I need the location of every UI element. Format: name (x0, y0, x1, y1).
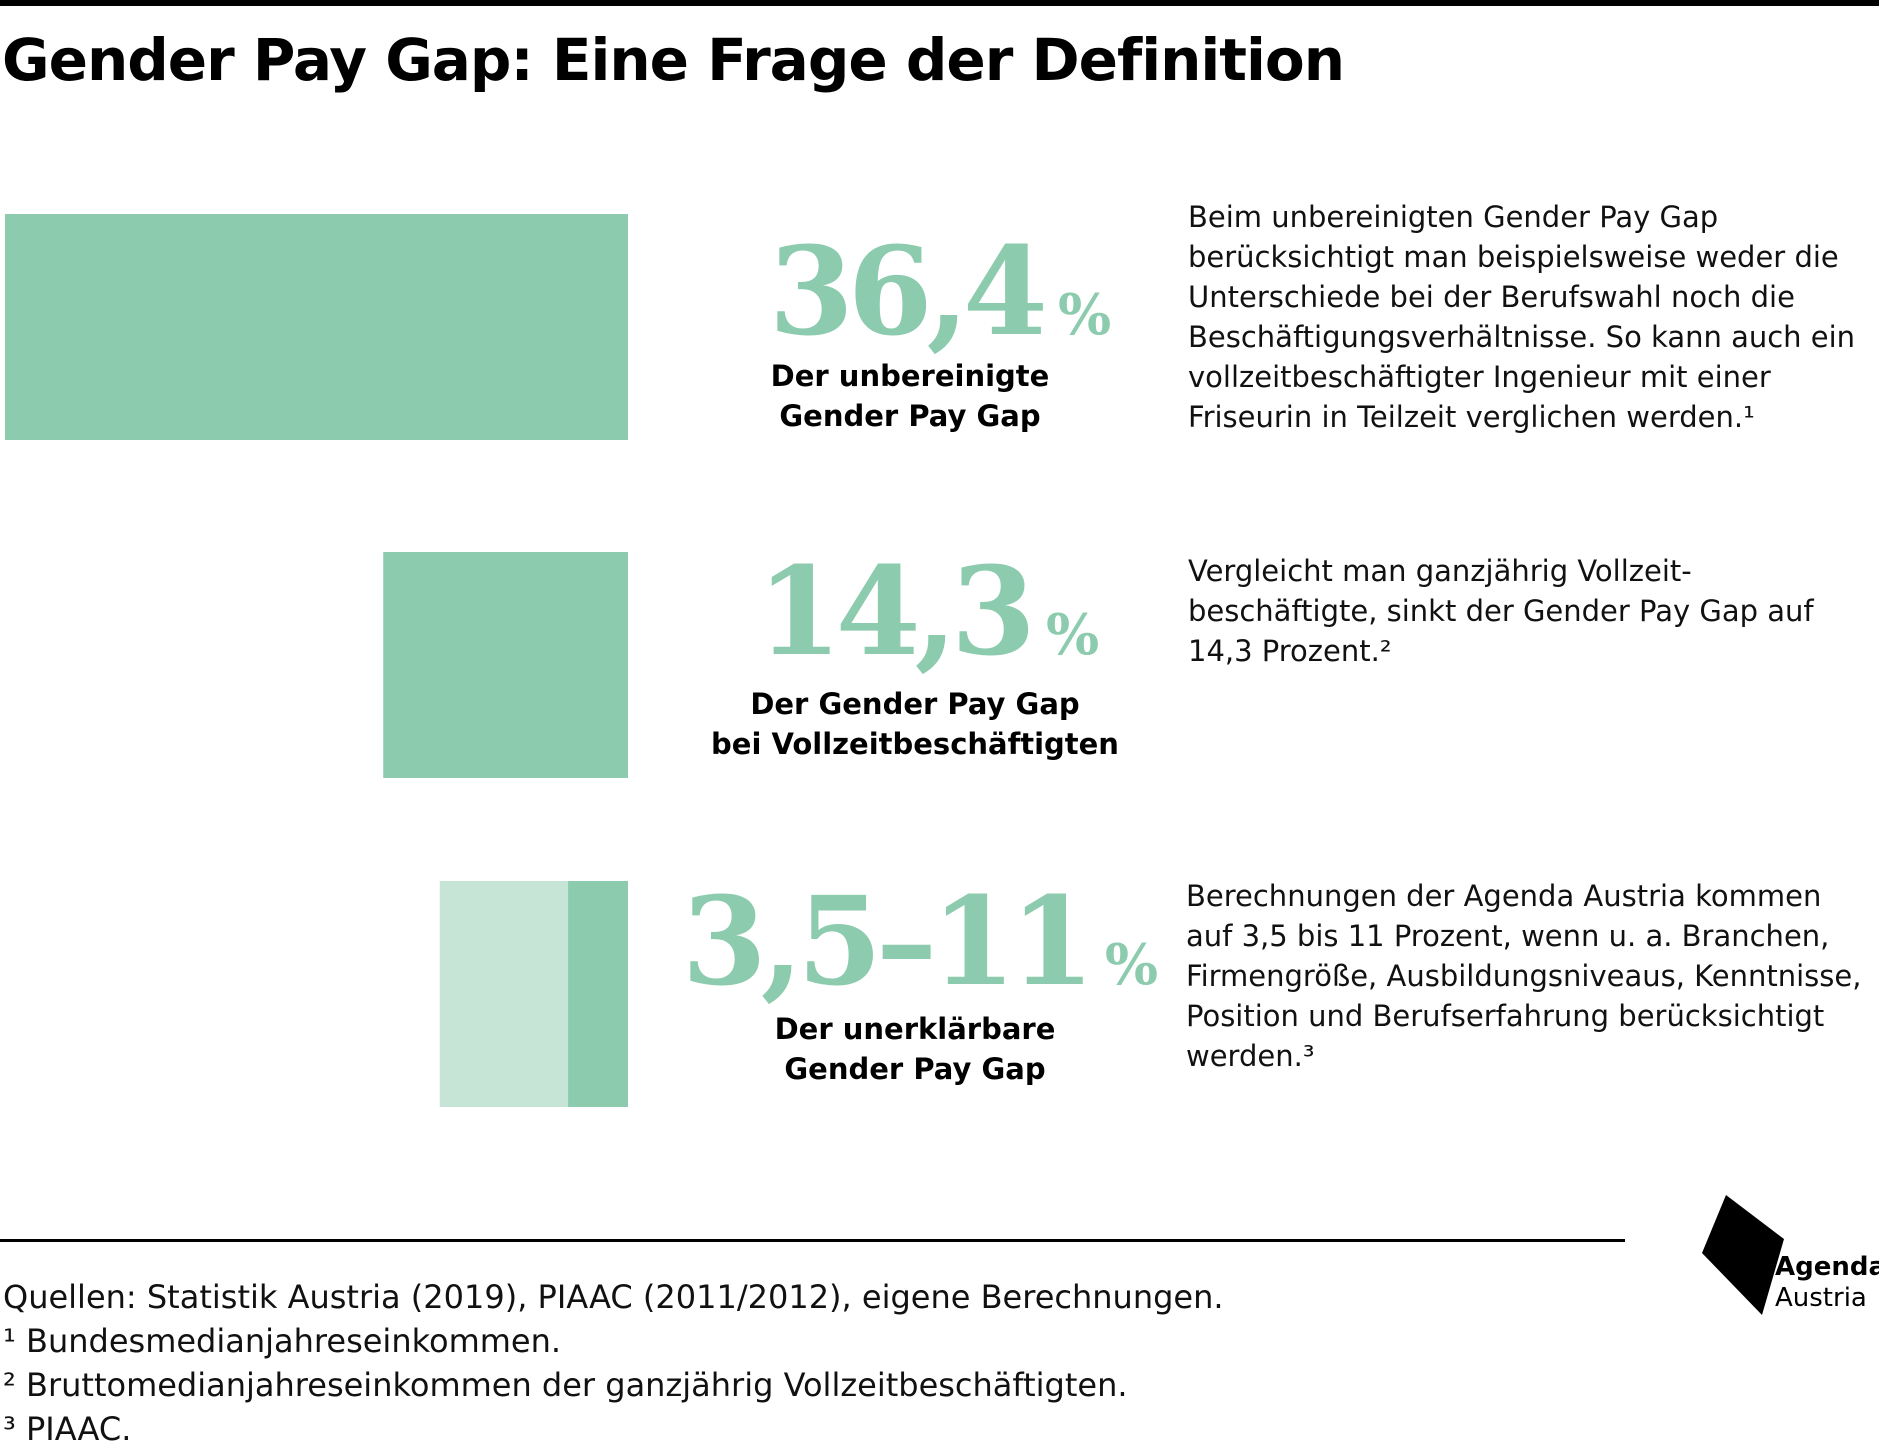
footnote-3: ³ PIAAC. (3, 1410, 132, 1448)
caption-unerklaerbar: Der unerklärbare Gender Pay Gap (760, 1009, 1070, 1089)
value-vollzeit: 14,3% (718, 550, 1138, 672)
caption-line: Gender Pay Gap (784, 1052, 1046, 1086)
agenda-austria-logo (1702, 1195, 1784, 1315)
value-unbereinigt: 36,4% (730, 230, 1150, 352)
caption-line: Gender Pay Gap (779, 399, 1041, 433)
bar (383, 552, 628, 778)
sources: Quellen: Statistik Austria (2019), PIAAC… (3, 1275, 1503, 1451)
value-number: 36,4 (768, 219, 1048, 363)
footnote-2: ² Bruttomedianjahreseinkommen der ganzjä… (3, 1366, 1128, 1404)
value-unit: % (1057, 282, 1112, 348)
caption-vollzeit: Der Gender Pay Gap bei Vollzeitbeschäfti… (700, 684, 1130, 764)
footnote-1: ¹ Bundesmedianjahreseinkommen. (3, 1322, 562, 1360)
logo-sub: Austria (1775, 1283, 1867, 1313)
chart-title: Gender Pay Gap: Eine Frage der Definitio… (2, 26, 1345, 94)
bar (5, 214, 628, 440)
bottom-rule (0, 1239, 1625, 1242)
caption-line: Der Gender Pay Gap (750, 687, 1080, 721)
caption-line: Der unerklärbare (774, 1012, 1056, 1046)
source-main: Quellen: Statistik Austria (2019), PIAAC… (3, 1278, 1224, 1316)
value-unit: % (1104, 932, 1159, 998)
value-number: 14,3 (756, 539, 1036, 683)
caption-line: Der unbereinigte (770, 359, 1050, 393)
top-rule (0, 0, 1879, 6)
description-unerklaerbar: Berechnungen der Agenda Austria kommen a… (1186, 879, 1862, 1073)
caption-unbereinigt: Der unbereinigte Gender Pay Gap (760, 356, 1060, 436)
value-unerklaerbar: 3,5–11% (680, 880, 1160, 1002)
bar-range-lower (568, 881, 628, 1107)
value-unit: % (1045, 602, 1100, 668)
value-number: 3,5–11 (681, 869, 1095, 1013)
caption-line: bei Vollzeitbeschäftigten (711, 727, 1119, 761)
logo-shape (1702, 1195, 1784, 1315)
description-unbereinigt: Beim unbereinigten Gender Pay Gap berück… (1188, 200, 1856, 434)
logo-name: Agenda (1775, 1252, 1879, 1282)
description-vollzeit: Vergleicht man ganzjährig Vollzeit-besch… (1188, 554, 1814, 668)
